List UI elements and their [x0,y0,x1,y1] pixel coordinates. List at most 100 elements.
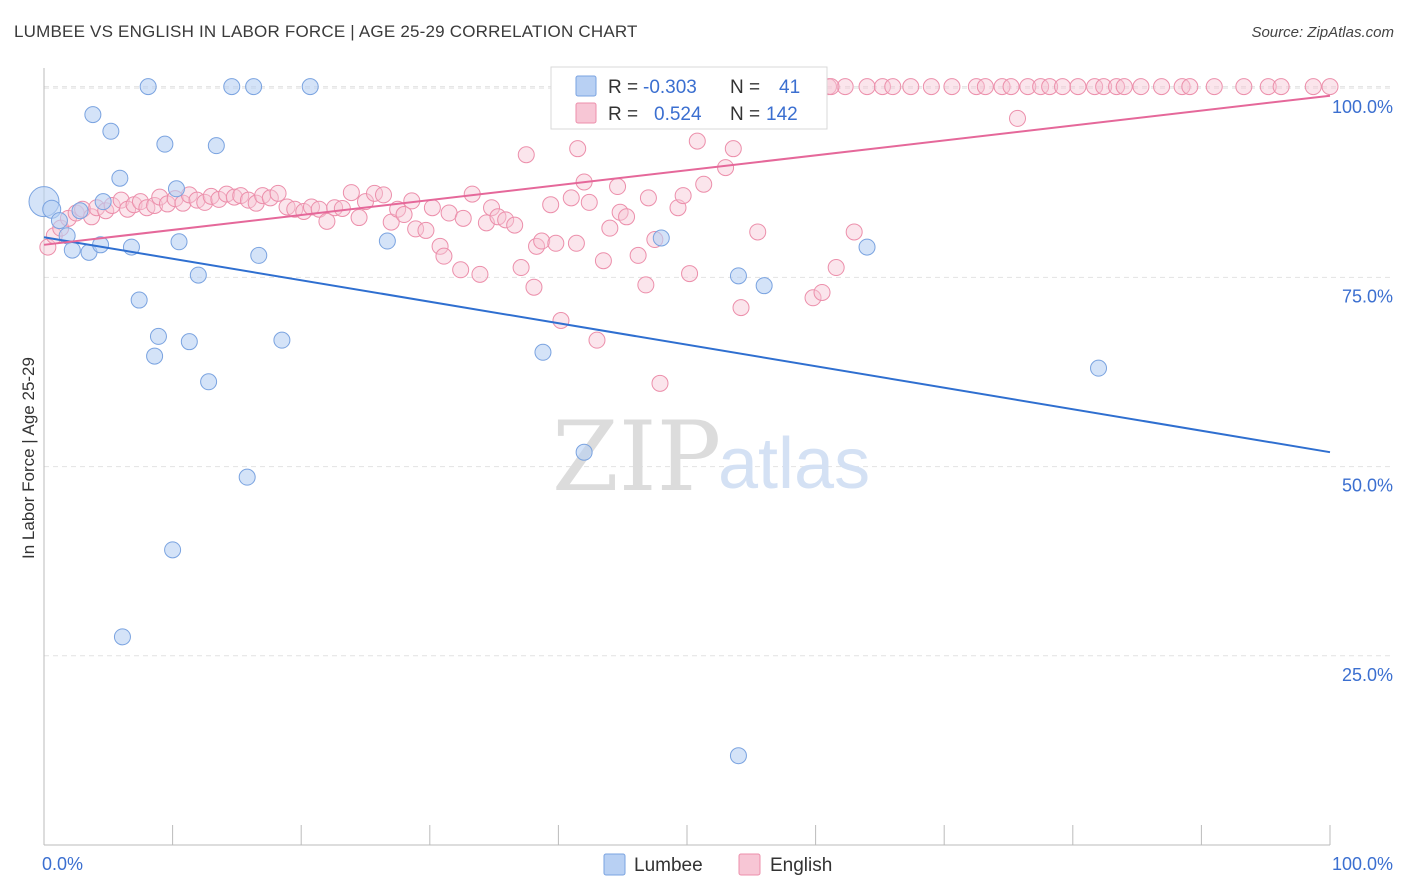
english-point-53 [431,237,449,255]
english-point-61 [483,199,501,217]
bottom-legend-swatch-lumbee [603,853,626,876]
watermark-atlas: atlas [718,424,870,504]
lumbee-point-35 [652,229,670,247]
y-tick-labels: 25.0% 50.0% 75.0% 100.0% [1332,97,1393,685]
lumbee-point-16 [149,327,167,345]
lumbee-trend-line [43,236,1331,454]
english-point-10 [112,191,130,209]
english-point-106 [813,283,831,301]
english-point-38 [318,212,336,230]
english-point-94 [695,175,713,193]
lumbee-point-32 [378,232,396,250]
lumbee-point-26 [238,468,256,486]
english-point-78 [588,331,606,349]
legend-r-label-lumbee: R = [608,77,638,98]
english-point-137 [1272,78,1290,96]
source-label: Source: ZipAtlas.com [1251,24,1394,41]
english-point-32 [269,184,287,202]
lumbee-point-8 [84,106,102,124]
english-point-112 [873,78,891,96]
legend-n-value-lumbee: 41 [779,77,800,98]
english-point-13 [131,193,149,211]
legend-r-label-english: R = [608,104,638,125]
legend-n-label-english: N = [730,104,760,125]
english-point-52 [423,199,441,217]
english-point-56 [452,261,470,279]
english-point-97 [724,140,742,158]
lumbee-point-20 [180,333,198,351]
english-point-120 [1009,109,1027,127]
english-point-113 [884,78,902,96]
english-point-79 [594,252,612,270]
x-tick-label-max: 100.0% [1332,854,1393,874]
english-point-124 [1054,78,1072,96]
lumbee-point-11 [111,169,129,187]
english-point-41 [342,184,360,202]
lumbee-point-40 [1090,359,1108,377]
english-point-135 [1235,78,1253,96]
english-point-122 [1032,78,1050,96]
y-tick-label-100: 100.0% [1332,97,1393,117]
english-point-77 [580,193,598,211]
y-tick-label-50: 50.0% [1342,476,1393,496]
watermark: ZIP atlas [552,401,870,513]
legend-n-value-english: 142 [766,104,798,125]
grid [44,86,1392,657]
lumbee-point-27 [250,246,268,264]
lumbee-point-33 [534,343,552,361]
english-point-69 [533,232,551,250]
english-point-81 [609,178,627,196]
english-point-138 [1304,78,1322,96]
lumbee-point-30 [164,541,182,559]
english-point-26 [225,188,243,206]
english-point-98 [732,299,750,317]
english-point-80 [601,219,619,237]
english-point-72 [552,311,570,329]
english-point-127 [1095,78,1113,96]
legend-r-value-english: 0.524 [654,104,702,125]
english-point-114 [902,78,920,96]
english-point-92 [681,265,699,283]
bottom-legend: Lumbee English [603,853,832,876]
legend-r-value-lumbee: -0.303 [643,77,697,98]
english-point-88 [651,374,669,392]
english-point-71 [547,234,565,252]
bottom-legend-label-lumbee: Lumbee [634,855,703,876]
english-point-139 [1321,78,1339,96]
x-tick-label-min: 0.0% [42,854,83,874]
bottom-legend-label-english: English [770,855,832,876]
english-point-116 [943,78,961,96]
lumbee-point-31 [113,628,131,646]
lumbee-point-2 [50,212,68,230]
lumbee-point-18 [167,180,185,198]
lumbee-point-38 [729,747,747,765]
english-point-117 [967,78,985,96]
english-point-133 [1181,78,1199,96]
english-point-63 [497,211,515,229]
legend-frame [550,66,828,130]
english-point-96 [717,159,735,177]
lumbee-point-9 [102,122,120,140]
english-point-85 [637,276,655,294]
english-point-57 [454,209,472,227]
english-point-68 [528,237,546,255]
english-point-70 [542,196,560,214]
english-point-111 [858,78,876,96]
english-point-42 [350,209,368,227]
english-point-141 [1002,78,1020,96]
lumbee-series [28,78,1108,765]
english-point-22 [196,193,214,211]
english-point-74 [567,234,585,252]
lumbee-point-22 [200,373,218,391]
english-point-129 [1115,78,1133,96]
english-point-123 [1041,78,1059,96]
legend-n-label-lumbee: N = [730,77,760,98]
english-point-84 [629,246,647,264]
english-point-130 [1132,78,1150,96]
trend-lines [43,94,1331,454]
english-point-121 [1019,78,1037,96]
x-tick-labels: 0.0% 100.0% [42,854,1393,874]
english-point-119 [993,78,1011,96]
english-point-83 [618,208,636,226]
